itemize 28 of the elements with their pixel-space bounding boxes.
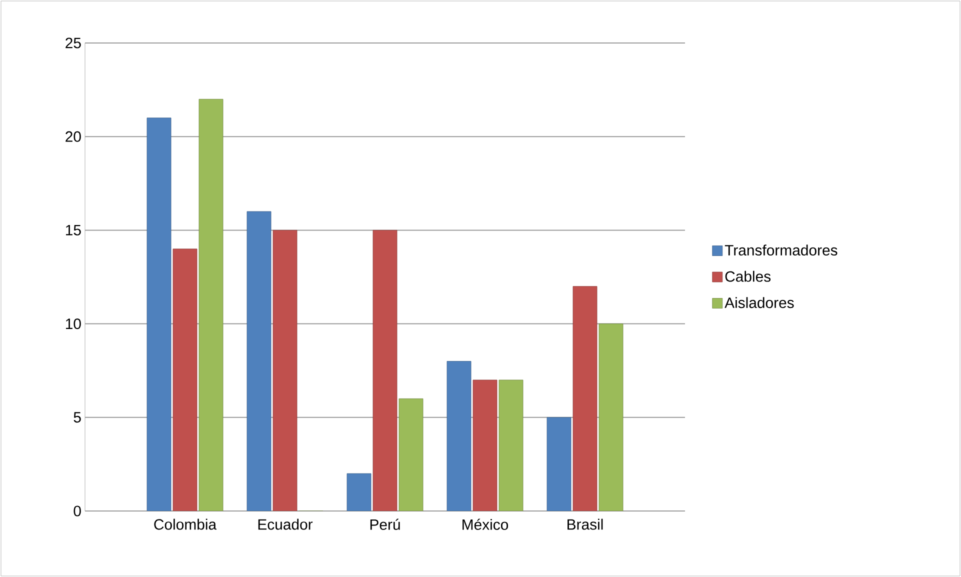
y-tick-label: 0 (74, 506, 81, 516)
x-tick-label: Brasil (568, 518, 603, 530)
x-tick-label: México (462, 518, 508, 530)
bar (472, 380, 498, 511)
bar (198, 98, 224, 511)
y-tick-label: 20 (66, 131, 81, 142)
x-tick-label: Colombia (154, 518, 217, 530)
bar (146, 118, 172, 511)
x-tick-label: Perú (370, 518, 400, 530)
bar (572, 286, 598, 511)
x-tick-label: Ecuador (258, 518, 313, 530)
y-tick-label: 10 (66, 318, 81, 330)
legend-label: Transformadores (724, 244, 838, 256)
y-tick-label: 5 (74, 412, 81, 423)
y-tick-label: 25 (66, 38, 81, 48)
bar (372, 230, 398, 511)
legend-label: Cables (725, 270, 771, 282)
bar (498, 380, 524, 511)
bar (546, 417, 572, 511)
bar (272, 230, 298, 511)
bar (346, 473, 372, 511)
y-tick-label: 15 (66, 224, 81, 236)
bar (246, 211, 272, 511)
bar (446, 361, 472, 511)
legend-label: Aisladores (724, 297, 794, 308)
bar (398, 398, 424, 511)
bar (172, 248, 198, 511)
bar (598, 324, 624, 511)
